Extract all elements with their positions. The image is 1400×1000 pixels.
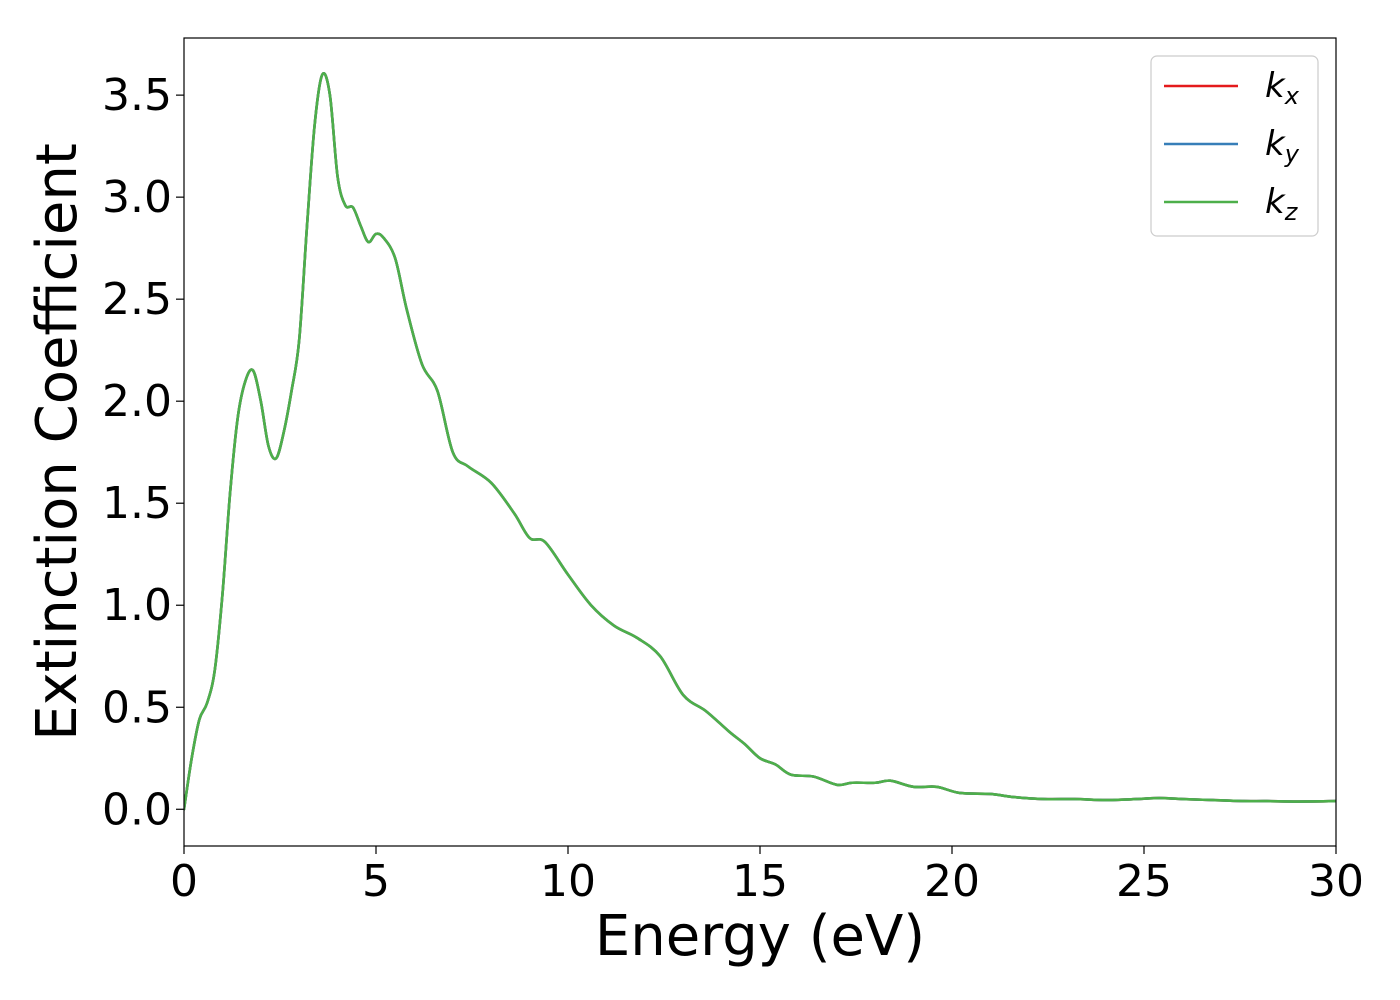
legend-label: kx (1265, 66, 1300, 110)
x-axis: 0 5 10 15 20 25 30 (170, 846, 1364, 907)
x-tick-label: 30 (1308, 856, 1364, 907)
legend-label: ky (1265, 124, 1300, 168)
x-tick-label: 0 (170, 856, 198, 907)
y-tick-label: 2.0 (102, 376, 172, 427)
y-tick-label: 0.0 (102, 784, 172, 835)
x-tick-label: 20 (924, 856, 980, 907)
y-tick-label: 1.5 (102, 478, 172, 529)
y-tick-label: 1.0 (102, 580, 172, 631)
x-tick-label: 10 (540, 856, 596, 907)
x-axis-title: Energy (eV) (595, 904, 925, 969)
x-tick-label: 5 (362, 856, 390, 907)
legend-label-main: k (1265, 182, 1286, 222)
y-tick-label: 2.5 (102, 274, 172, 325)
x-tick-label: 25 (1116, 856, 1172, 907)
y-axis: 0.0 0.5 1.0 1.5 2.0 2.5 3.0 3.5 (102, 70, 184, 835)
y-axis-title: Extinction Coefficient (25, 143, 90, 741)
y-tick-label: 0.5 (102, 682, 172, 733)
legend-label-main: k (1265, 66, 1286, 106)
legend-box (1150, 55, 1319, 237)
x-tick-label: 15 (732, 856, 788, 907)
legend-label-sub: x (1284, 82, 1300, 110)
y-tick-label: 3.5 (102, 70, 172, 121)
plot-lines (184, 72, 1336, 811)
legend-label-main: k (1265, 124, 1286, 164)
series-line-z (184, 72, 1336, 811)
legend-label: kz (1265, 182, 1299, 226)
y-tick-label: 3.0 (102, 172, 172, 223)
legend-label-sub: y (1284, 140, 1300, 168)
legend-label-sub: z (1284, 198, 1299, 226)
